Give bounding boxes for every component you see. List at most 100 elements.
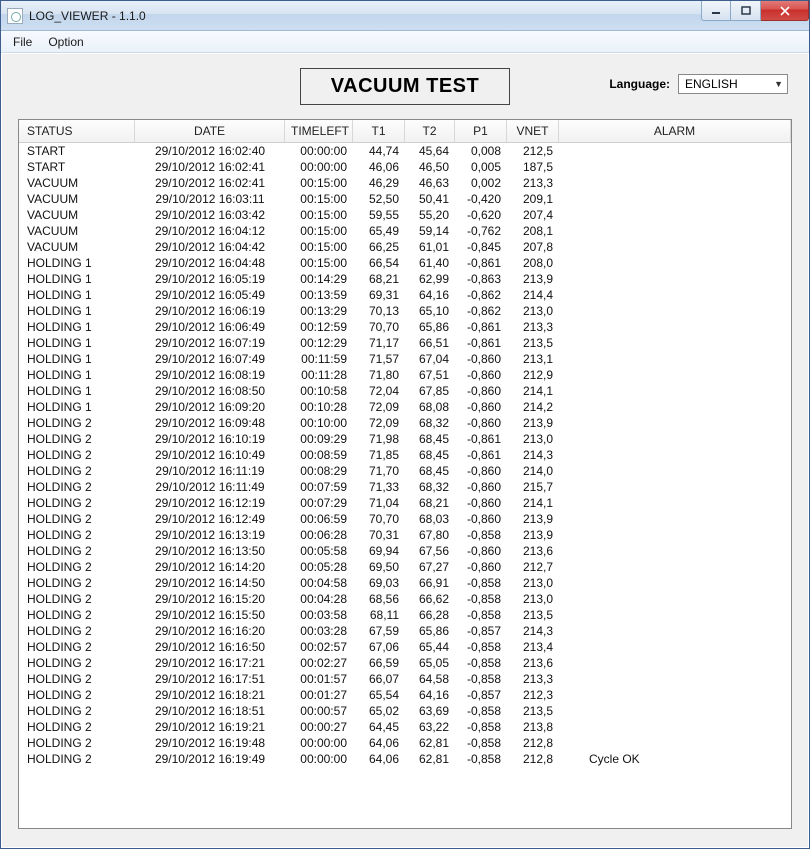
table-row[interactable]: VACUUM29/10/2012 16:04:1200:15:0065,4959… bbox=[19, 223, 791, 239]
col-vnet[interactable]: VNET bbox=[507, 120, 559, 142]
table-row[interactable]: HOLDING 229/10/2012 16:18:5100:00:5765,0… bbox=[19, 703, 791, 719]
table-row[interactable]: HOLDING 229/10/2012 16:15:5000:03:5868,1… bbox=[19, 607, 791, 623]
cell-t1: 64,06 bbox=[353, 735, 405, 751]
cell-t1: 65,54 bbox=[353, 687, 405, 703]
table-row[interactable]: HOLDING 129/10/2012 16:08:1900:11:2871,8… bbox=[19, 367, 791, 383]
cell-t2: 67,04 bbox=[405, 351, 455, 367]
close-button[interactable] bbox=[761, 1, 809, 21]
table-row[interactable]: HOLDING 229/10/2012 16:12:4900:06:5970,7… bbox=[19, 511, 791, 527]
cell-vnet: 212,8 bbox=[507, 735, 559, 751]
col-timeleft[interactable]: TIMELEFT bbox=[285, 120, 353, 142]
col-t1[interactable]: T1 bbox=[353, 120, 405, 142]
minimize-button[interactable] bbox=[701, 1, 731, 21]
table-row[interactable]: HOLDING 229/10/2012 16:10:4900:08:5971,8… bbox=[19, 447, 791, 463]
grid-body[interactable]: START29/10/2012 16:02:4000:00:0044,7445,… bbox=[19, 143, 791, 828]
cell-alarm bbox=[559, 399, 791, 415]
cell-status: START bbox=[19, 143, 135, 159]
table-row[interactable]: HOLDING 229/10/2012 16:15:2000:04:2868,5… bbox=[19, 591, 791, 607]
table-row[interactable]: VACUUM29/10/2012 16:02:4100:15:0046,2946… bbox=[19, 175, 791, 191]
table-row[interactable]: HOLDING 229/10/2012 16:19:2100:00:2764,4… bbox=[19, 719, 791, 735]
table-row[interactable]: HOLDING 129/10/2012 16:06:4900:12:5970,7… bbox=[19, 319, 791, 335]
table-row[interactable]: HOLDING 229/10/2012 16:13:5000:05:5869,9… bbox=[19, 543, 791, 559]
table-row[interactable]: VACUUM29/10/2012 16:04:4200:15:0066,2561… bbox=[19, 239, 791, 255]
table-row[interactable]: HOLDING 229/10/2012 16:19:4900:00:0064,0… bbox=[19, 751, 791, 767]
cell-date: 29/10/2012 16:07:49 bbox=[135, 351, 285, 367]
menu-file[interactable]: File bbox=[5, 33, 40, 51]
cell-t2: 67,27 bbox=[405, 559, 455, 575]
cell-p1: 0,005 bbox=[455, 159, 507, 175]
table-row[interactable]: HOLDING 129/10/2012 16:04:4800:15:0066,5… bbox=[19, 255, 791, 271]
table-row[interactable]: HOLDING 229/10/2012 16:19:4800:00:0064,0… bbox=[19, 735, 791, 751]
cell-p1: -0,860 bbox=[455, 367, 507, 383]
cell-timeleft: 00:00:00 bbox=[285, 751, 353, 767]
cell-vnet: 214,2 bbox=[507, 399, 559, 415]
cell-t2: 65,10 bbox=[405, 303, 455, 319]
table-row[interactable]: HOLDING 229/10/2012 16:11:1900:08:2971,7… bbox=[19, 463, 791, 479]
cell-status: HOLDING 1 bbox=[19, 255, 135, 271]
cell-timeleft: 00:06:28 bbox=[285, 527, 353, 543]
col-date[interactable]: DATE bbox=[135, 120, 285, 142]
table-row[interactable]: HOLDING 229/10/2012 16:12:1900:07:2971,0… bbox=[19, 495, 791, 511]
table-row[interactable]: HOLDING 129/10/2012 16:07:1900:12:2971,1… bbox=[19, 335, 791, 351]
table-row[interactable]: START29/10/2012 16:02:4100:00:0046,0646,… bbox=[19, 159, 791, 175]
cell-p1: -0,858 bbox=[455, 719, 507, 735]
table-row[interactable]: HOLDING 229/10/2012 16:18:2100:01:2765,5… bbox=[19, 687, 791, 703]
cell-status: VACUUM bbox=[19, 223, 135, 239]
cell-status: HOLDING 2 bbox=[19, 751, 135, 767]
cell-timeleft: 00:01:27 bbox=[285, 687, 353, 703]
cell-vnet: 208,1 bbox=[507, 223, 559, 239]
table-row[interactable]: HOLDING 229/10/2012 16:17:5100:01:5766,0… bbox=[19, 671, 791, 687]
cell-timeleft: 00:10:00 bbox=[285, 415, 353, 431]
cell-t1: 70,31 bbox=[353, 527, 405, 543]
cell-p1: -0,858 bbox=[455, 655, 507, 671]
cell-alarm bbox=[559, 335, 791, 351]
cell-vnet: 212,8 bbox=[507, 751, 559, 767]
table-row[interactable]: HOLDING 229/10/2012 16:16:2000:03:2867,5… bbox=[19, 623, 791, 639]
cell-date: 29/10/2012 16:06:19 bbox=[135, 303, 285, 319]
col-status[interactable]: STATUS bbox=[19, 120, 135, 142]
table-row[interactable]: HOLDING 129/10/2012 16:05:4900:13:5969,3… bbox=[19, 287, 791, 303]
col-alarm[interactable]: ALARM bbox=[559, 120, 791, 142]
cell-date: 29/10/2012 16:05:19 bbox=[135, 271, 285, 287]
cell-date: 29/10/2012 16:13:19 bbox=[135, 527, 285, 543]
table-row[interactable]: HOLDING 129/10/2012 16:08:5000:10:5872,0… bbox=[19, 383, 791, 399]
table-row[interactable]: HOLDING 129/10/2012 16:07:4900:11:5971,5… bbox=[19, 351, 791, 367]
cell-timeleft: 00:10:28 bbox=[285, 399, 353, 415]
table-row[interactable]: VACUUM29/10/2012 16:03:4200:15:0059,5555… bbox=[19, 207, 791, 223]
menu-option[interactable]: Option bbox=[40, 33, 91, 51]
cell-status: HOLDING 2 bbox=[19, 495, 135, 511]
table-row[interactable]: HOLDING 229/10/2012 16:17:2100:02:2766,5… bbox=[19, 655, 791, 671]
titlebar[interactable]: LOG_VIEWER - 1.1.0 bbox=[1, 1, 809, 31]
cell-p1: -0,860 bbox=[455, 463, 507, 479]
maximize-button[interactable] bbox=[731, 1, 761, 21]
cell-alarm bbox=[559, 543, 791, 559]
col-t2[interactable]: T2 bbox=[405, 120, 455, 142]
col-p1[interactable]: P1 bbox=[455, 120, 507, 142]
cell-alarm bbox=[559, 639, 791, 655]
app-window: LOG_VIEWER - 1.1.0 File Option VACUUM TE… bbox=[0, 0, 810, 849]
table-row[interactable]: HOLDING 229/10/2012 16:14:2000:05:2869,5… bbox=[19, 559, 791, 575]
table-row[interactable]: VACUUM29/10/2012 16:03:1100:15:0052,5050… bbox=[19, 191, 791, 207]
table-row[interactable]: START29/10/2012 16:02:4000:00:0044,7445,… bbox=[19, 143, 791, 159]
log-grid: STATUS DATE TIMELEFT T1 T2 P1 VNET ALARM… bbox=[18, 119, 792, 829]
cell-vnet: 214,1 bbox=[507, 495, 559, 511]
table-row[interactable]: HOLDING 229/10/2012 16:10:1900:09:2971,9… bbox=[19, 431, 791, 447]
table-row[interactable]: HOLDING 129/10/2012 16:06:1900:13:2970,1… bbox=[19, 303, 791, 319]
table-row[interactable]: HOLDING 229/10/2012 16:14:5000:04:5869,0… bbox=[19, 575, 791, 591]
table-row[interactable]: HOLDING 229/10/2012 16:09:4800:10:0072,0… bbox=[19, 415, 791, 431]
cell-vnet: 214,3 bbox=[507, 447, 559, 463]
table-row[interactable]: HOLDING 129/10/2012 16:09:2000:10:2872,0… bbox=[19, 399, 791, 415]
cell-status: HOLDING 2 bbox=[19, 607, 135, 623]
table-row[interactable]: HOLDING 229/10/2012 16:16:5000:02:5767,0… bbox=[19, 639, 791, 655]
cell-date: 29/10/2012 16:18:21 bbox=[135, 687, 285, 703]
cell-p1: -0,858 bbox=[455, 703, 507, 719]
cell-date: 29/10/2012 16:06:49 bbox=[135, 319, 285, 335]
language-dropdown[interactable]: ENGLISH ▼ bbox=[678, 74, 788, 94]
cell-t1: 71,80 bbox=[353, 367, 405, 383]
table-row[interactable]: HOLDING 229/10/2012 16:11:4900:07:5971,3… bbox=[19, 479, 791, 495]
cell-status: HOLDING 2 bbox=[19, 527, 135, 543]
table-row[interactable]: HOLDING 129/10/2012 16:05:1900:14:2968,2… bbox=[19, 271, 791, 287]
cell-date: 29/10/2012 16:02:41 bbox=[135, 159, 285, 175]
cell-timeleft: 00:01:57 bbox=[285, 671, 353, 687]
table-row[interactable]: HOLDING 229/10/2012 16:13:1900:06:2870,3… bbox=[19, 527, 791, 543]
